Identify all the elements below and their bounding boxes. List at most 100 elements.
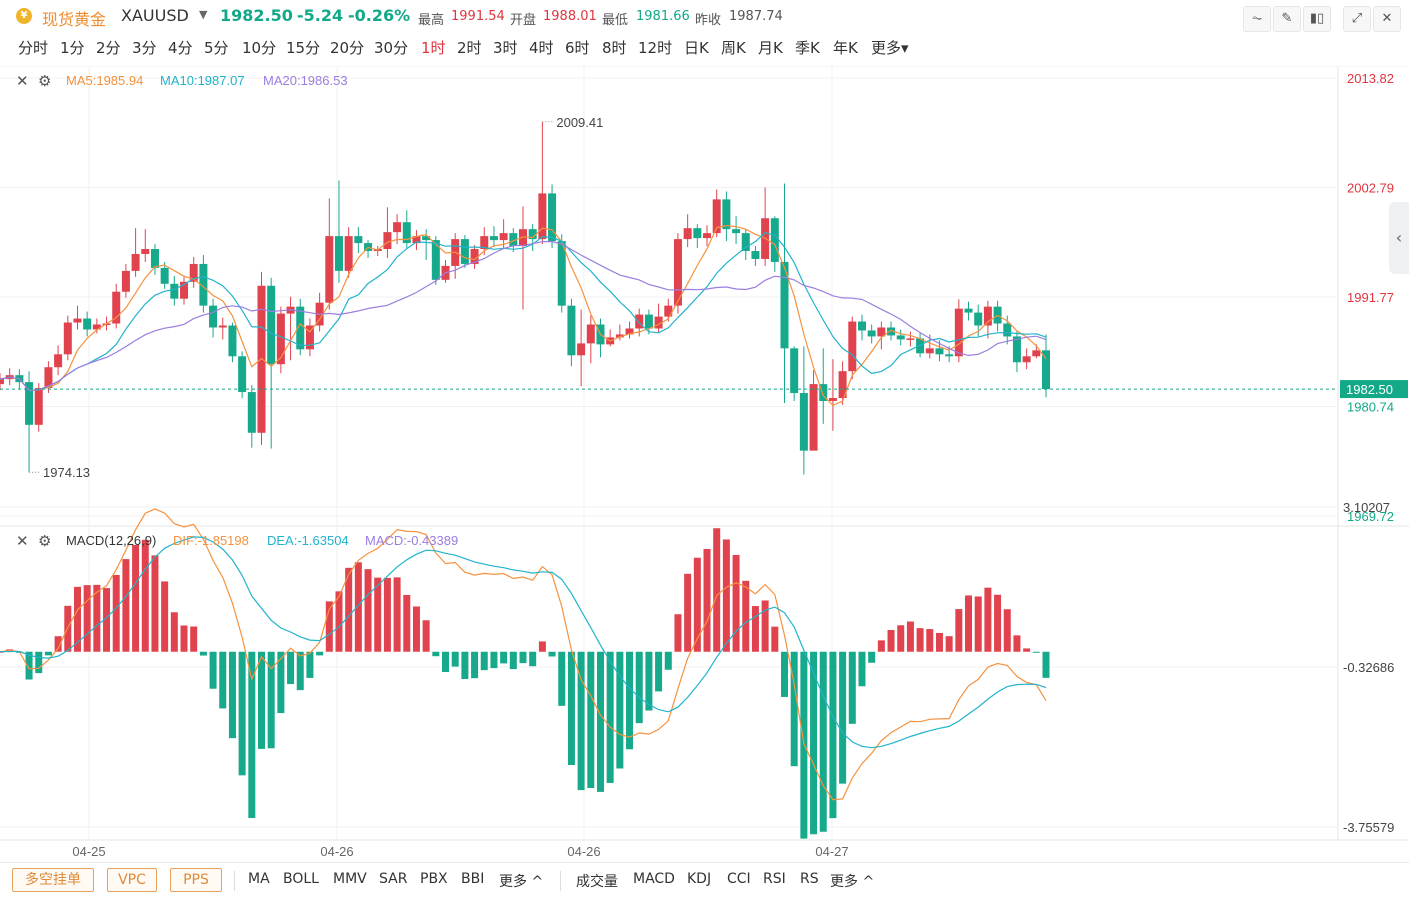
timeframe-5[interactable]: 5分 bbox=[204, 39, 229, 57]
candle bbox=[63, 315, 72, 361]
price-tick-label: 2013.82 bbox=[1347, 71, 1394, 86]
macd-histogram-bar bbox=[35, 651, 43, 674]
timeframe-2[interactable]: 2分 bbox=[96, 39, 121, 57]
price-tick-label: 2002.79 bbox=[1347, 181, 1394, 196]
macd-histogram-bar bbox=[151, 555, 159, 652]
timeframe-3[interactable]: 3分 bbox=[132, 39, 157, 57]
sub-indicator-5[interactable]: RS bbox=[800, 871, 819, 887]
timeframe-0[interactable]: 分时 bbox=[18, 39, 49, 57]
long-short-orders-button[interactable]: 多空挂单 bbox=[12, 868, 94, 892]
timeframe-17[interactable]: 日K bbox=[684, 39, 709, 57]
macd-histogram-bar bbox=[810, 651, 818, 835]
timeframe-11[interactable]: 2时 bbox=[457, 39, 482, 57]
macd-histogram-bar bbox=[606, 651, 614, 783]
main-indicator-0[interactable]: MA bbox=[248, 871, 270, 887]
main-indicator-3[interactable]: SAR bbox=[379, 871, 408, 887]
candle bbox=[286, 296, 295, 361]
candle-body bbox=[480, 236, 489, 250]
draw-icon[interactable]: ✎ bbox=[1273, 6, 1301, 32]
divider bbox=[234, 871, 235, 891]
timeframe-8[interactable]: 20分 bbox=[330, 39, 365, 57]
macd-histogram-bar bbox=[955, 609, 963, 652]
candle-body bbox=[73, 318, 82, 323]
sub-indicator-4[interactable]: RSI bbox=[763, 871, 786, 887]
close-indicator-icon: ✕ bbox=[16, 532, 29, 550]
candle-body bbox=[121, 270, 130, 292]
candle-body bbox=[238, 356, 247, 393]
timeframe-4[interactable]: 4分 bbox=[168, 39, 193, 57]
candle bbox=[1022, 348, 1031, 370]
macd-histogram-bar bbox=[248, 651, 256, 818]
side-panel-toggle-icon[interactable]: ‹ bbox=[1389, 202, 1409, 274]
timeframe-14[interactable]: 6时 bbox=[565, 39, 590, 57]
instrument-symbol[interactable]: XAUUSD bbox=[121, 6, 189, 25]
timeframe-12[interactable]: 3时 bbox=[493, 39, 518, 57]
candle-body bbox=[703, 233, 712, 239]
candle bbox=[334, 180, 343, 283]
timeframe-13[interactable]: 4时 bbox=[529, 39, 554, 57]
candle-body bbox=[92, 324, 101, 330]
kline-chart[interactable]: 2013.82 2002.79 1991.77 1980.74 1969.72 04-25… bbox=[0, 66, 1409, 860]
macd-histogram-bar bbox=[228, 651, 236, 739]
timeframe-18[interactable]: 周K bbox=[721, 39, 746, 57]
timeframe-10[interactable]: 1时 bbox=[421, 39, 446, 57]
timeframe-7[interactable]: 15分 bbox=[286, 39, 321, 57]
fullscreen-icon[interactable]: ⤢ bbox=[1343, 6, 1371, 32]
candle-body bbox=[305, 325, 314, 350]
main-indicator-6[interactable]: 更多 ^ bbox=[499, 874, 544, 890]
timeframe-22[interactable]: 更多▾ bbox=[871, 39, 909, 57]
timeframe-15[interactable]: 8时 bbox=[602, 39, 627, 57]
candle-body bbox=[790, 348, 799, 394]
close-icon[interactable]: ✕ bbox=[1373, 6, 1401, 32]
sub-indicator-6[interactable]: 更多 ^ bbox=[830, 874, 875, 890]
candle bbox=[722, 191, 731, 242]
sub-indicator-1[interactable]: MACD bbox=[633, 871, 675, 887]
symbol-dropdown-icon[interactable]: ▼ bbox=[199, 8, 208, 21]
candle bbox=[654, 303, 663, 333]
open-label: 开盘 bbox=[510, 13, 537, 28]
quote-header: ¥ 现货黄金 XAUUSD ▼ 1982.50 -5.24 -0.26% 最高 … bbox=[0, 0, 1409, 32]
macd-histogram-bar bbox=[267, 651, 275, 749]
timeframe-9[interactable]: 30分 bbox=[374, 39, 409, 57]
candle bbox=[790, 346, 799, 401]
vpc-button[interactable]: VPC bbox=[107, 868, 157, 892]
main-indicator-4[interactable]: PBX bbox=[420, 871, 448, 887]
timeframe-6[interactable]: 10分 bbox=[242, 39, 277, 57]
ma5-line bbox=[0, 224, 1047, 407]
macd-histogram-bar bbox=[132, 544, 140, 652]
sub-indicator-3[interactable]: CCI bbox=[727, 871, 751, 887]
high-label: 最高 bbox=[418, 13, 445, 28]
macd-histogram-bar bbox=[1003, 609, 1011, 652]
candle bbox=[441, 259, 450, 283]
candle bbox=[247, 385, 256, 448]
timeframe-16[interactable]: 12时 bbox=[638, 39, 673, 57]
timeframe-20[interactable]: 季K bbox=[795, 39, 820, 57]
timeframe-19[interactable]: 月K bbox=[758, 39, 783, 57]
sub-indicator-2[interactable]: KDJ bbox=[687, 871, 712, 887]
timeframe-1[interactable]: 1分 bbox=[60, 39, 85, 57]
candle bbox=[209, 298, 218, 338]
sub-indicator-0[interactable]: 成交量 bbox=[576, 874, 618, 890]
main-indicator-2[interactable]: MMV bbox=[333, 871, 367, 887]
candle bbox=[712, 189, 721, 238]
candle bbox=[412, 230, 421, 251]
macd-histogram-bar bbox=[219, 651, 227, 709]
pps-button[interactable]: PPS bbox=[170, 868, 222, 892]
candle bbox=[460, 235, 469, 268]
candle-body bbox=[877, 327, 886, 337]
main-indicator-5[interactable]: BBI bbox=[461, 871, 485, 887]
candle bbox=[305, 318, 314, 357]
candle-icon[interactable]: ▮▯ bbox=[1303, 6, 1331, 32]
dea-line bbox=[0, 536, 1047, 749]
macd-histogram-bar bbox=[529, 651, 537, 667]
candle bbox=[112, 283, 121, 329]
price-change: -5.24 bbox=[297, 6, 344, 25]
line-chart-icon[interactable]: ⏦ bbox=[1243, 6, 1271, 32]
macd-histogram-bar bbox=[54, 636, 62, 652]
timeframe-21[interactable]: 年K bbox=[833, 39, 858, 57]
macd-histogram-bar bbox=[732, 554, 740, 652]
main-indicator-1[interactable]: BOLL bbox=[283, 871, 319, 887]
indicator-bar: 多空挂单 VPC PPS MA BOLL MMV SAR PBX BBI 更多 ^ 成交量 M… bbox=[0, 862, 1409, 898]
candle bbox=[189, 256, 198, 288]
time-axis-label: 04-26 bbox=[320, 844, 353, 859]
